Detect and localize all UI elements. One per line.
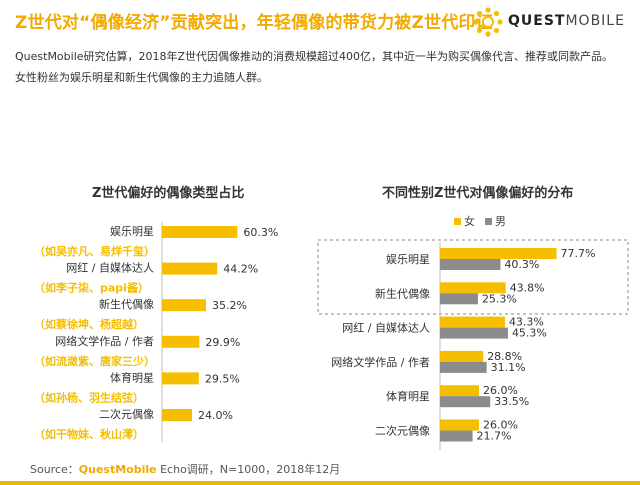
- left-bar-5: [162, 409, 192, 421]
- right-value-label-male-3: 31.1%: [491, 361, 526, 374]
- right-chart-legend: 女 男: [454, 213, 506, 229]
- right-value-label-male-2: 45.3%: [512, 327, 547, 340]
- left-category-label-5: 二次元偶像: [99, 407, 154, 421]
- left-value-label-5: 24.0%: [198, 409, 233, 422]
- right-bar-female-3: [440, 350, 484, 362]
- right-value-label-male-5: 21.7%: [477, 430, 512, 443]
- description: QuestMobile研究估算，2018年Z世代因偶像推动的消费规模超过400亿…: [15, 46, 625, 88]
- logo-text: QUESTMOBILE: [508, 13, 625, 29]
- left-category-label-3: 网络文学作品 / 作者: [55, 334, 154, 348]
- legend-item-female: 女: [454, 213, 475, 229]
- bottom-accent-bar: [0, 481, 640, 485]
- right-value-label-male-0: 40.3%: [504, 258, 539, 271]
- right-category-label-4: 体育明星: [386, 389, 430, 403]
- right-bar-male-2: [440, 327, 508, 339]
- left-value-label-0: 60.3%: [243, 226, 278, 239]
- right-bar-female-5: [440, 419, 479, 431]
- right-value-label-male-1: 25.3%: [482, 292, 517, 305]
- right-category-label-2: 网红 / 自媒体达人: [342, 321, 430, 335]
- legend-item-male: 男: [485, 213, 506, 229]
- right-bar-female-1: [440, 282, 506, 294]
- right-value-label-male-4: 33.5%: [494, 395, 529, 408]
- left-example-label-3: （如流潋紫、唐家三少）: [34, 354, 155, 368]
- left-category-label-2: 新生代偶像: [99, 297, 154, 311]
- left-example-label-0: （如吴亦凡、易烊千玺）: [34, 244, 155, 258]
- left-chart-title: Z世代偏好的偶像类型占比: [92, 186, 245, 201]
- left-example-label-4: （如孙杨、羽生结弦）: [34, 390, 144, 404]
- left-example-label-1: （如李子柒、papi酱）: [34, 281, 149, 295]
- left-value-label-1: 44.2%: [223, 263, 258, 276]
- right-value-label-female-4: 26.0%: [483, 384, 518, 397]
- left-example-label-2: （如蔡徐坤、杨超越）: [34, 317, 144, 331]
- right-value-label-female-0: 77.7%: [561, 247, 596, 260]
- right-bar-female-2: [440, 316, 505, 328]
- right-value-label-female-2: 43.3%: [509, 316, 544, 329]
- right-bar-female-4: [440, 385, 479, 397]
- left-bar-2: [162, 299, 206, 312]
- left-category-label-1: 网红 / 自媒体达人: [66, 261, 154, 275]
- left-category-label-4: 体育明星: [110, 370, 154, 384]
- questmobile-logo-icon: [473, 7, 503, 37]
- right-bar-male-3: [440, 361, 487, 373]
- right-value-label-female-1: 43.8%: [510, 281, 545, 294]
- left-bar-3: [162, 335, 200, 348]
- page-title: Z世代对“偶像经济”贡献突出，年轻偶像的带货力被Z世代印证: [15, 13, 493, 33]
- left-bar-0: [162, 226, 238, 238]
- left-bar-1: [162, 262, 218, 275]
- right-bar-male-5: [440, 430, 473, 442]
- right-category-label-3: 网络文学作品 / 作者: [331, 355, 430, 369]
- logo: QUESTMOBILE: [472, 6, 632, 38]
- description-line-1: QuestMobile研究估算，2018年Z世代因偶像推动的消费规模超过400亿…: [15, 50, 614, 63]
- right-value-label-female-5: 26.0%: [483, 419, 518, 432]
- right-bar-male-0: [440, 259, 501, 270]
- left-category-label-0: 娱乐明星: [110, 224, 154, 238]
- right-value-label-female-3: 28.8%: [487, 350, 522, 363]
- source-note: Source：QuestMobile Echo调研，N=1000，2018年12…: [30, 463, 341, 476]
- left-example-label-5: （如干物妹、秋山澪）: [34, 427, 144, 441]
- right-category-label-0: 娱乐明星: [386, 252, 430, 266]
- right-category-label-5: 二次元偶像: [375, 424, 430, 438]
- left-value-label-3: 29.9%: [205, 336, 240, 349]
- right-bar-male-4: [440, 396, 491, 408]
- right-category-label-1: 新生代偶像: [375, 286, 430, 300]
- right-bar-male-1: [440, 293, 478, 305]
- left-value-label-4: 29.5%: [205, 372, 240, 385]
- right-bar-female-0: [440, 248, 557, 259]
- description-line-2: 女性粉丝为娱乐明星和新生代偶像的主力追随人群。: [15, 71, 268, 84]
- left-value-label-2: 35.2%: [212, 299, 247, 312]
- left-bar-4: [162, 372, 199, 385]
- right-chart-title: 不同性别Z世代对偶像偏好的分布: [382, 186, 574, 201]
